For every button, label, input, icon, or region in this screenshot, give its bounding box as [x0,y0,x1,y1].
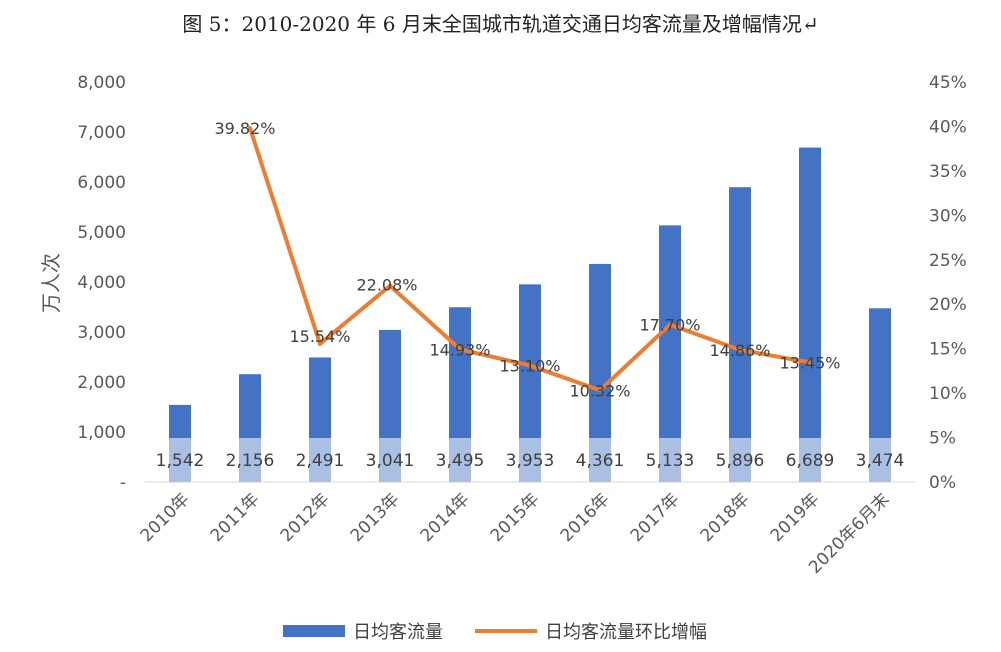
line-point [808,360,812,365]
bar [799,147,821,483]
legend: 日均客流量 日均客流量环比增幅 [283,622,707,643]
bar-value-label: 3,041 [366,451,415,471]
bar-label-band-cell [169,438,191,482]
bar-value-label: 5,133 [646,451,695,471]
x-tick-label: 2011年 [207,489,264,546]
bar [519,284,541,482]
bar-value-label: 4,361 [576,451,625,471]
bar-value-label: 6,689 [786,451,835,471]
y2-tick-label: 0% [929,473,956,493]
bar-label-band-cell [799,438,821,482]
bar-value-label: 3,953 [506,451,555,471]
bar-value-label: 3,474 [856,451,905,471]
line-point [598,388,602,393]
y2-tick-label: 20% [929,295,967,315]
y-tick-label: 6,000 [77,173,126,193]
x-tick-label: 2019年 [767,489,824,546]
y-tick-label: 5,000 [77,223,126,243]
y-tick-label: 1,000 [77,423,126,443]
y2-tick-label: 10% [929,384,967,404]
y-tick-label: - [120,473,126,493]
line-point [248,126,252,131]
bar-value-label: 2,156 [226,451,275,471]
legend-bar-swatch [283,625,345,637]
line-value-label: 39.82% [214,119,275,138]
bar-value-label: 1,542 [156,451,205,471]
y2-tick-label: 40% [929,117,967,137]
bar-label-band-cell [659,438,681,482]
line-labels: 39.82% 15.54% 22.08% 14.93% 13.10% 10.32% 17.7… [214,119,840,400]
bars [169,147,891,483]
line-value-label: 17.70% [639,316,700,335]
bar-labels: 1,542 2,156 2,491 3,041 3,495 3,953 4,361 5,133… [156,451,905,471]
line-point [528,363,532,368]
line-point [318,341,322,346]
line-point [458,347,462,352]
bar-label-band-cell [869,438,891,482]
y2-tick-label: 15% [929,340,967,360]
line-value-label: 13.10% [499,357,560,376]
bar-label-band-cell [239,438,261,482]
bar-value-label: 5,896 [716,451,765,471]
line-value-label: 10.32% [569,381,630,400]
bar-label-band-cell [589,438,611,482]
x-tick-label: 2017年 [627,489,684,546]
bar-label-band-cell [309,438,331,482]
y2-tick-label: 30% [929,206,967,226]
x-ticks: 2010年 2011年 2012年 2013年 2014年 2015年 2016年 2017年… [137,489,894,577]
line-value-label: 14.86% [709,341,770,360]
x-tick-label: 2013年 [347,489,404,546]
bar-value-label: 3,495 [436,451,485,471]
x-tick-label: 2012年 [277,489,334,546]
bar [589,263,611,482]
left-axis: - 1,000 2,000 3,000 4,000 5,000 6,000 7,000 8,00… [77,73,126,493]
chart-title: 图 5：2010-2020 年 6 月末全国城市轨道交通日均客流量及增幅情况↵ [182,12,819,36]
line-point [668,322,672,327]
line-series [248,126,812,393]
line-value-label: 15.54% [289,327,350,346]
bar-label-band-cell [729,438,751,482]
line-value-label: 22.08% [356,276,417,295]
right-axis: 0% 5% 10% 15% 20% 25% 30% 35% 40% 45% [929,73,967,493]
x-tick-label: 2014年 [417,489,474,546]
line-point [388,283,392,288]
bar [659,225,681,482]
y-tick-label: 4,000 [77,273,126,293]
x-tick-label: 2010年 [137,489,194,546]
y2-tick-label: 45% [929,73,967,93]
y2-tick-label: 25% [929,251,967,271]
y2-tick-label: 35% [929,162,967,182]
line-point [738,347,742,352]
bar-label-band-cell [449,438,471,482]
y-tick-label: 7,000 [77,123,126,143]
y-axis-label: 万人次 [39,253,63,313]
x-tick-label: 2016年 [557,489,614,546]
bar-value-label: 2,491 [296,451,345,471]
x-tick-label: 2018年 [697,489,754,546]
legend-bar-label: 日均客流量 [353,622,443,643]
y-tick-label: 2,000 [77,373,126,393]
bar-label-band-cell [519,438,541,482]
bar-label-band [169,438,891,482]
y2-tick-label: 5% [929,429,956,449]
bar-label-band-cell [379,438,401,482]
legend-line-label: 日均客流量环比增幅 [545,622,707,643]
x-tick-label: 2015年 [487,489,544,546]
y-tick-label: 8,000 [77,73,126,93]
line-value-label: 14.93% [429,340,490,359]
line-value-label: 13.45% [779,353,840,372]
bar [729,187,751,482]
y-tick-label: 3,000 [77,323,126,343]
